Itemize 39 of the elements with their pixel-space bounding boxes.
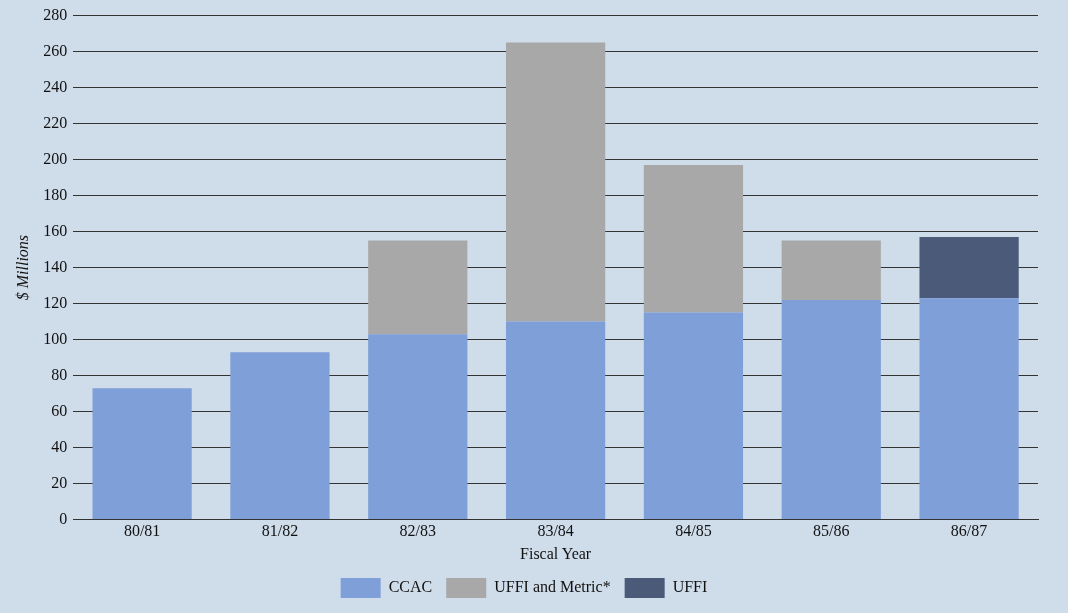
legend-label: UFFI	[672, 578, 708, 596]
x-tick-label: 80/81	[123, 522, 161, 540]
bar	[505, 321, 606, 520]
y-tick-label: 120	[43, 293, 68, 311]
y-tick-label: 140	[43, 257, 68, 275]
y-tick-label: 60	[51, 401, 68, 419]
legend-label: UFFI and Metric*	[494, 578, 611, 596]
bar	[643, 165, 744, 313]
y-tick-label: 100	[43, 329, 68, 347]
bar	[92, 388, 192, 520]
y-tick-label: 280	[43, 5, 68, 23]
y-tick-label: 40	[51, 437, 68, 455]
y-tick-label: 180	[43, 185, 68, 203]
y-tick-label: 0	[59, 509, 68, 527]
bar	[643, 312, 744, 520]
bar	[781, 240, 881, 300]
legend-label: CCAC	[388, 578, 433, 596]
x-axis-title: Fiscal Year	[520, 544, 592, 562]
y-tick-label: 240	[43, 77, 68, 95]
x-tick-label: 85/86	[813, 522, 850, 540]
x-tick-label: 81/82	[261, 522, 299, 540]
y-tick-label: 200	[43, 149, 68, 167]
bar	[919, 298, 1019, 520]
bar	[368, 240, 468, 335]
x-tick-label: 84/85	[675, 522, 712, 540]
y-tick-label: 160	[43, 221, 68, 239]
y-axis-title: $ Millions	[13, 234, 31, 301]
x-tick-label: 83/84	[537, 522, 574, 540]
y-tick-label: 220	[43, 113, 68, 131]
y-tick-label: 260	[43, 41, 68, 59]
bar	[919, 237, 1019, 299]
x-tick-label: 86/87	[950, 522, 988, 540]
bar	[505, 42, 606, 322]
x-tick-label: 82/83	[399, 522, 436, 540]
y-tick-label: 80	[51, 365, 68, 383]
bar	[230, 352, 330, 520]
bar	[368, 334, 468, 520]
y-tick-label: 20	[51, 473, 68, 491]
bar	[781, 300, 881, 520]
